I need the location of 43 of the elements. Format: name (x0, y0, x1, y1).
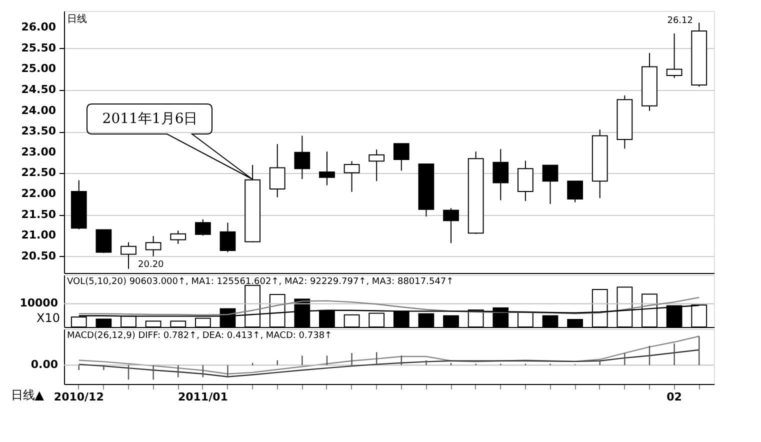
y-tick-label: 26.00 (21, 20, 56, 34)
text: 10000 (20, 296, 58, 310)
chart-title: 日线 (67, 13, 87, 25)
annotation: VOL(5,10,20) 90603.000↑, MA1: 125561.602↑, MA2: 92229.797↑, MA3: 88017.547↑ (67, 277, 454, 287)
candlestick (368, 148, 385, 182)
annotation: 20.20 (138, 260, 164, 270)
candlestick (96, 229, 112, 254)
annotation: MACD(26,12,9) DIFF: 0.782↑, DEA: 0.413↑, MACD: 0.738↑ (67, 331, 332, 341)
y-tick-label: 21.00 (21, 228, 56, 242)
candlestick (170, 230, 186, 244)
candlestick (393, 143, 410, 172)
candlestick (666, 32, 682, 78)
candlestick (194, 218, 211, 236)
y-tick-label: 22.00 (21, 186, 56, 200)
y-tick-label: 20.50 (21, 249, 56, 262)
candlestick (567, 180, 584, 203)
candlestick (319, 151, 335, 186)
y-tick-label: 24.50 (21, 83, 56, 96)
text: X10 (36, 311, 60, 325)
candlestick (269, 144, 286, 198)
x-tick-label: 2011/01 (178, 390, 228, 404)
candlestick (220, 222, 236, 253)
y-tick-label: 22.50 (21, 166, 56, 180)
x-tick-label: 2010/12 (54, 390, 104, 404)
y-tick-label: 24.00 (21, 104, 56, 117)
candlestick (542, 164, 558, 204)
y-tick-label: 23.00 (21, 145, 56, 158)
annotation: 2011年1月6日 (102, 111, 198, 127)
candlestick (145, 235, 162, 257)
candlestick (443, 208, 459, 244)
y-tick-label: 25.50 (21, 41, 56, 54)
y-tick-label: 23.50 (21, 124, 56, 138)
x-tick-label: 02 (666, 390, 682, 404)
candlestick (492, 148, 509, 201)
candlestick (518, 160, 534, 202)
candlestick (120, 242, 136, 270)
text: 日线▲ (10, 388, 45, 402)
ref-line-label: 0.00 (30, 358, 58, 372)
y-tick-label: 25.00 (21, 62, 56, 76)
candlestick (344, 160, 360, 192)
annotation: 26.12 (667, 16, 693, 26)
y-tick-label: 21.50 (21, 208, 56, 221)
candlestick (294, 135, 310, 180)
